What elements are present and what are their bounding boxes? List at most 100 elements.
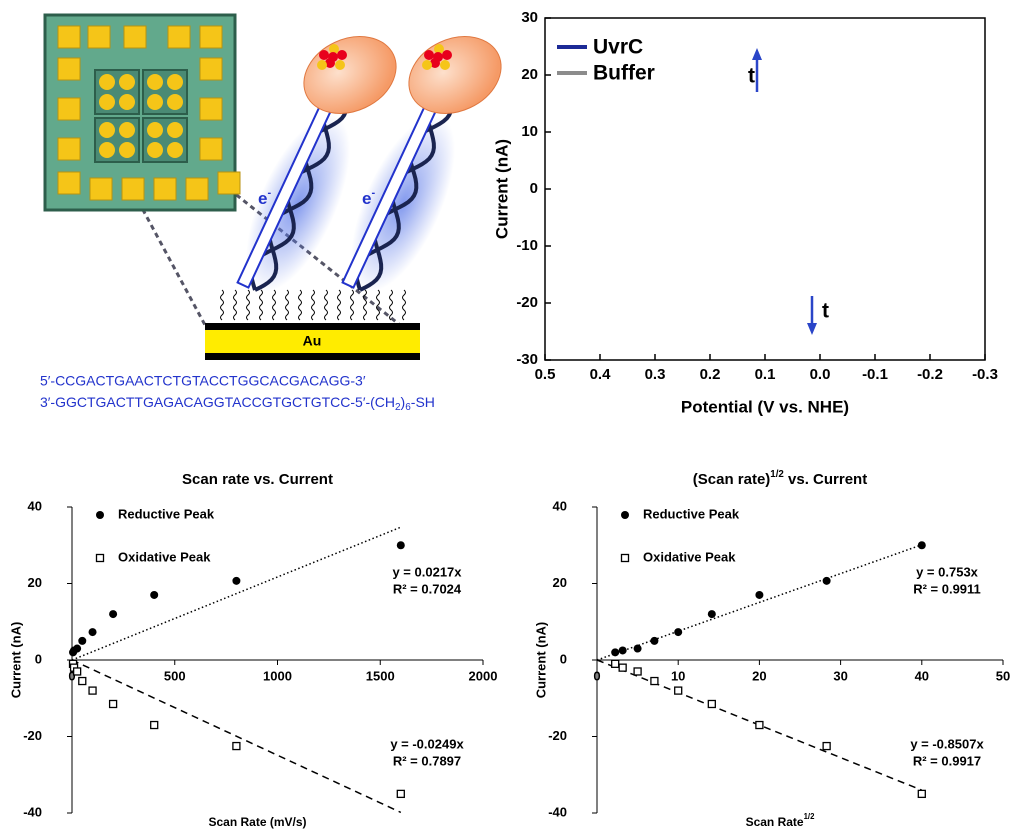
x-tick-label: -0.2 — [917, 366, 943, 383]
chip-pad — [200, 26, 222, 48]
figure: Au e- e- 5′-CCGACTGAACTCTGTACCTGGCACGACA… — [0, 0, 1014, 832]
point — [651, 678, 658, 685]
trend-r2: R² = 0.9917 — [913, 753, 981, 768]
chip-pad — [58, 58, 80, 80]
x-tick-label: -0.3 — [972, 366, 998, 383]
x-tick-label: 40 — [915, 668, 929, 683]
chip-electrode — [167, 94, 183, 110]
point — [634, 668, 641, 675]
x-tick-label: 500 — [164, 668, 186, 683]
cluster-atom — [433, 52, 443, 62]
chart-title-part: 1/2 — [770, 469, 784, 480]
y-tick-label: 0 — [530, 180, 538, 197]
schematic: Au e- e- 5′-CCGACTGAACTCTGTACCTGGCACGACA… — [40, 15, 514, 413]
y-tick-label: -40 — [23, 804, 42, 819]
protein — [291, 22, 408, 128]
y-tick-label: 20 — [553, 575, 567, 590]
y-axis-label: Current (nA) — [533, 622, 548, 699]
legend-marker — [96, 511, 104, 519]
x-tick-label: 0 — [593, 668, 600, 683]
y-tick-label: 30 — [521, 9, 538, 26]
x-tick-label: 0.3 — [645, 366, 666, 383]
strand-part: 3′-GGCTGACTTGAGACAGGTACCGTGCTGTCC-5′-(CH — [40, 394, 395, 410]
x-tick-label: -0.1 — [862, 366, 888, 383]
chart-title-part: (Scan rate) — [693, 471, 771, 488]
arrow-head — [807, 323, 817, 335]
y-tick-label: -20 — [23, 728, 42, 743]
protein — [396, 22, 513, 128]
point — [89, 628, 97, 636]
linker — [286, 290, 289, 320]
linker — [390, 290, 393, 320]
x-tick-label: 0.0 — [810, 366, 831, 383]
linker — [364, 290, 367, 320]
y-tick-label: 10 — [521, 123, 538, 140]
chip-pad — [58, 26, 80, 48]
trend-r2: R² = 0.7897 — [393, 753, 461, 768]
point — [675, 687, 682, 694]
y-tick-label: 20 — [28, 575, 42, 590]
electron-label-sup: - — [267, 187, 271, 199]
point — [918, 790, 925, 797]
chip-electrode — [147, 142, 163, 158]
legend-marker — [97, 555, 104, 562]
trend-equation: y = -0.8507x — [910, 736, 984, 751]
y-axis-label: Current (nA) — [492, 139, 511, 239]
point — [233, 743, 240, 750]
linker — [299, 290, 302, 320]
point — [674, 628, 682, 636]
point — [73, 645, 81, 653]
trend-equation: y = 0.753x — [916, 564, 979, 579]
x-tick-label: 1500 — [366, 668, 395, 683]
y-tick-label: -10 — [516, 237, 538, 254]
chip-electrode — [147, 122, 163, 138]
y-tick-label: 20 — [521, 66, 538, 83]
strand-bottom: 3′-GGCTGACTTGAGACAGGTACCGTGCTGTCC-5′-(CH… — [40, 394, 435, 413]
legend-marker — [621, 511, 629, 519]
chip-pad — [122, 178, 144, 200]
linker — [221, 290, 224, 320]
chip-pad — [58, 138, 80, 160]
point — [619, 646, 627, 654]
chip-electrode — [119, 142, 135, 158]
point — [74, 668, 81, 675]
trend-r2: R² = 0.7024 — [393, 581, 462, 596]
y-tick-label: 40 — [553, 498, 567, 513]
x-tick-label: 50 — [996, 668, 1010, 683]
cluster-atom — [335, 60, 345, 70]
linker — [351, 290, 354, 320]
y-axis-label: Current (nA) — [8, 622, 23, 699]
x-tick-label: 0.4 — [590, 366, 612, 383]
x-axis-label: Potential (V vs. NHE) — [681, 397, 849, 416]
chip-pad — [58, 172, 80, 194]
trend-equation: y = 0.0217x — [392, 564, 462, 579]
chip-pad — [124, 26, 146, 48]
x-tick-label: 10 — [671, 668, 685, 683]
point — [708, 700, 715, 707]
chip-electrode — [99, 74, 115, 90]
x-axis-label-part: 1/2 — [804, 812, 816, 821]
legend-label: Oxidative Peak — [118, 549, 211, 564]
legend-label: Buffer — [593, 62, 655, 85]
point — [397, 541, 405, 549]
cluster-atom — [422, 60, 432, 70]
cluster-atom — [317, 60, 327, 70]
chart-title-part: vs. Current — [784, 471, 867, 488]
x-tick-label: 2000 — [469, 668, 498, 683]
point — [650, 637, 658, 645]
point — [918, 541, 926, 549]
electron-label-sup: - — [371, 187, 375, 199]
chip-electrode — [99, 94, 115, 110]
linker — [338, 290, 341, 320]
point — [109, 610, 117, 618]
linker — [325, 290, 328, 320]
point — [151, 722, 158, 729]
y-tick-label: 0 — [35, 651, 42, 666]
chip-electrode — [167, 142, 183, 158]
linker — [247, 290, 250, 320]
x-axis-label: Scan Rate1/2 — [746, 812, 816, 829]
electrode-label: Au — [303, 333, 322, 349]
trend-r2: R² = 0.9911 — [913, 581, 981, 596]
strand-part: -SH — [411, 394, 435, 410]
cluster-atom — [319, 50, 329, 60]
